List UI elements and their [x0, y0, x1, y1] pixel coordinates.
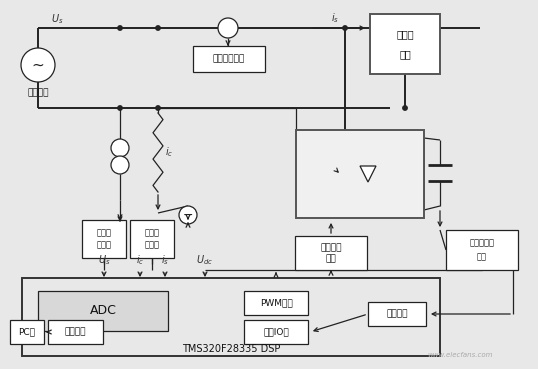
Text: $i_s$: $i_s$ — [331, 11, 339, 25]
Circle shape — [179, 206, 197, 224]
Text: 压检测: 压检测 — [96, 241, 111, 250]
Text: 检测: 检测 — [477, 252, 487, 261]
Bar — [370, 14, 440, 74]
Circle shape — [156, 26, 160, 30]
Text: PWM产生: PWM产生 — [260, 299, 292, 307]
Circle shape — [21, 48, 55, 82]
Circle shape — [111, 156, 129, 174]
Bar — [368, 302, 426, 326]
Text: 电路: 电路 — [325, 254, 336, 263]
Bar — [48, 320, 103, 344]
Text: PC机: PC机 — [18, 328, 36, 337]
Text: 故障检测: 故障检测 — [386, 310, 408, 318]
Bar — [446, 230, 518, 270]
Bar — [82, 220, 126, 258]
Circle shape — [118, 106, 122, 110]
Text: 补偿电: 补偿电 — [145, 228, 159, 237]
Bar — [296, 130, 424, 218]
Bar — [22, 278, 440, 356]
Text: $i_s$: $i_s$ — [161, 253, 169, 267]
Text: 非线性: 非线性 — [396, 29, 414, 39]
Bar — [244, 291, 308, 315]
Text: www.elecfans.com: www.elecfans.com — [427, 352, 493, 358]
Polygon shape — [360, 166, 376, 182]
Text: 流检测: 流检测 — [145, 241, 159, 250]
Circle shape — [118, 26, 122, 30]
Text: 数字IO口: 数字IO口 — [263, 328, 289, 337]
Bar — [193, 46, 265, 72]
Text: −: − — [183, 208, 193, 221]
Text: $U_{dc}$: $U_{dc}$ — [196, 253, 214, 267]
Circle shape — [343, 26, 347, 30]
Text: 仿真接口: 仿真接口 — [65, 328, 86, 337]
Text: 驱动隔离: 驱动隔离 — [320, 243, 342, 252]
Bar — [38, 291, 168, 331]
Text: 负载电流检测: 负载电流检测 — [213, 55, 245, 63]
Text: ADC: ADC — [89, 304, 116, 317]
Bar — [130, 220, 174, 258]
Text: TMS320F28335 DSP: TMS320F28335 DSP — [182, 344, 280, 354]
Text: 电网电: 电网电 — [96, 228, 111, 237]
Text: $i_c$: $i_c$ — [165, 146, 173, 159]
Text: $i_c$: $i_c$ — [136, 253, 144, 267]
Bar — [295, 236, 367, 270]
Text: 单相电源: 单相电源 — [27, 88, 49, 97]
Circle shape — [156, 106, 160, 110]
Text: $U_s$: $U_s$ — [98, 253, 110, 267]
Text: 负载: 负载 — [399, 49, 411, 59]
Circle shape — [218, 18, 238, 38]
Text: $U_s$: $U_s$ — [51, 12, 63, 26]
Bar — [244, 320, 308, 344]
Text: ~: ~ — [32, 58, 44, 72]
Circle shape — [111, 139, 129, 157]
Text: 直流侧电压: 直流侧电压 — [470, 239, 494, 248]
Circle shape — [403, 106, 407, 110]
Bar — [10, 320, 44, 344]
